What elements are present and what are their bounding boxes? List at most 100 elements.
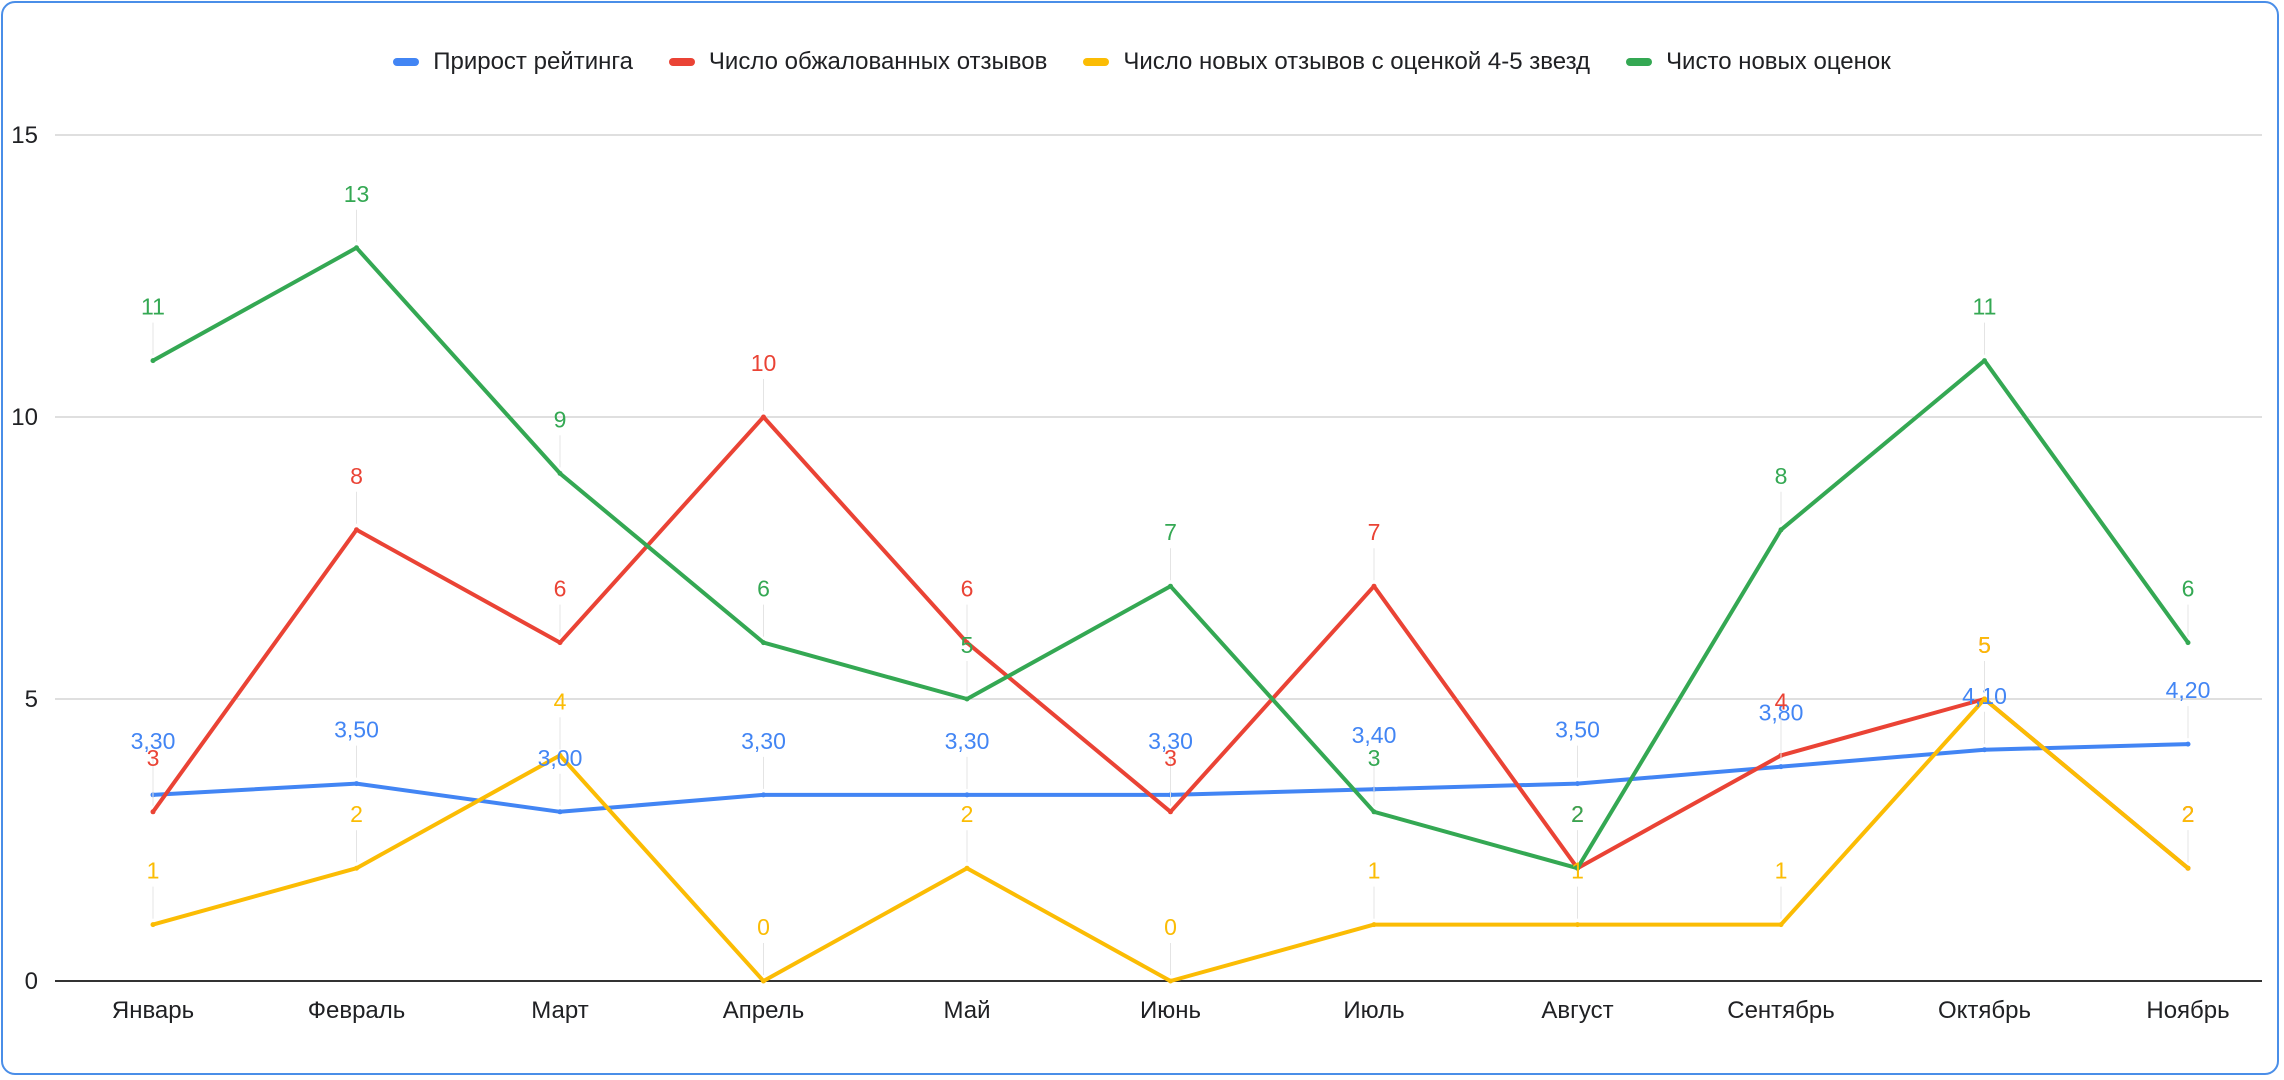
data-point [150, 809, 156, 815]
data-point [557, 809, 563, 815]
legend-label: Число новых отзывов с оценкой 4-5 звезд [1123, 48, 1591, 75]
chart-legend: Прирост рейтинга Число обжалованных отзы… [0, 48, 2284, 76]
data-point [964, 640, 970, 646]
data-point [1371, 583, 1377, 589]
data-label: 2 [961, 801, 974, 827]
data-point [150, 922, 156, 928]
data-label: 4 [554, 688, 567, 714]
data-label: 0 [1164, 914, 1177, 940]
x-tick-label: Март [531, 997, 588, 1024]
data-point [1575, 922, 1580, 928]
data-label: 8 [350, 463, 363, 489]
data-label: 2 [1571, 801, 1584, 827]
legend-item-appealed-reviews[interactable]: Число обжалованных отзывов [668, 48, 1048, 76]
data-point [354, 527, 359, 533]
data-point [761, 414, 766, 420]
data-label: 1 [1571, 858, 1584, 884]
data-label: 4,20 [2166, 677, 2211, 703]
y-axis: 0 5 10 15 [11, 122, 38, 995]
data-point [2185, 865, 2191, 871]
legend-item-rating-growth[interactable]: Прирост рейтинга [393, 48, 633, 76]
data-labels: 3,30 3,503,003,30 3,30 3,30 3,40 3,503,804,10… [131, 181, 2211, 975]
data-label: 1 [1775, 858, 1788, 884]
data-point [1168, 978, 1173, 984]
data-point [150, 358, 156, 364]
data-point [557, 752, 563, 758]
data-point [964, 792, 970, 798]
data-point [2185, 640, 2191, 646]
legend-label: Прирост рейтинга [433, 48, 633, 75]
data-label: 3,40 [1352, 722, 1397, 748]
data-label: 6 [554, 576, 567, 602]
data-point [1778, 922, 1784, 928]
data-label: 0 [757, 914, 770, 940]
data-point [1168, 809, 1173, 815]
x-tick-label: Февраль [308, 997, 406, 1024]
data-label: 1 [147, 858, 160, 884]
data-label: 5 [961, 632, 974, 658]
legend-item-new-ratings[interactable]: Чисто новых оценок [1626, 48, 1891, 76]
data-point [761, 640, 766, 646]
data-point [354, 245, 359, 251]
data-label: 6 [961, 576, 974, 602]
data-point [1982, 358, 1987, 364]
data-point [964, 696, 970, 702]
data-label: 9 [554, 406, 567, 432]
legend-item-new-4-5-star-reviews[interactable]: Число новых отзывов с оценкой 4-5 звезд [1083, 48, 1590, 76]
x-tick-label: Июль [1343, 997, 1404, 1024]
y-tick-label: 15 [11, 122, 38, 149]
data-label: 3 [1368, 745, 1381, 771]
x-tick-label: Октябрь [1938, 997, 2031, 1024]
data-point [1982, 747, 1987, 753]
data-label: 4 [1775, 688, 1788, 714]
data-label: 8 [1775, 463, 1788, 489]
y-tick-label: 10 [11, 404, 38, 431]
data-point [1168, 583, 1173, 589]
data-label: 7 [1368, 519, 1381, 545]
data-label: 3,30 [945, 728, 990, 754]
data-point [1982, 696, 1987, 702]
legend-label: Число обжалованных отзывов [708, 48, 1048, 75]
x-axis: Январь Февраль Март Апрель Май Июнь Июль Август… [112, 997, 2230, 1024]
data-label: 11 [1973, 294, 1997, 320]
x-tick-label: Май [943, 997, 990, 1024]
data-point [1778, 527, 1784, 533]
data-point [354, 781, 359, 787]
data-label: 11 [141, 294, 165, 320]
data-point [964, 865, 970, 871]
data-label: 3,50 [334, 717, 379, 743]
legend-swatch [393, 58, 420, 66]
data-label: 10 [751, 350, 777, 376]
x-tick-label: Январь [112, 997, 194, 1024]
data-point [1371, 809, 1377, 815]
data-label: 2 [2182, 801, 2195, 827]
data-label: 6 [2182, 576, 2195, 602]
x-tick-label: Август [1541, 997, 1613, 1024]
data-point [557, 470, 563, 476]
data-label: 13 [344, 181, 370, 207]
data-point [1575, 781, 1580, 787]
data-point [557, 640, 563, 646]
data-label: 3,30 [131, 728, 176, 754]
data-point [354, 865, 359, 871]
gridlines [55, 134, 2262, 982]
data-label: 3,30 [741, 728, 786, 754]
data-point [761, 792, 766, 798]
data-point [2185, 741, 2191, 747]
series-lines [150, 245, 2191, 984]
data-label: 2 [1571, 801, 1584, 827]
data-label: 1 [1368, 858, 1381, 884]
data-point [1778, 764, 1784, 770]
y-tick-label: 5 [25, 686, 38, 713]
legend-swatch [668, 58, 695, 66]
data-point [1371, 922, 1377, 928]
legend-label: Чисто новых оценок [1666, 48, 1891, 75]
data-label: 3,50 [1555, 717, 1600, 743]
x-tick-label: Сентябрь [1727, 997, 1835, 1024]
legend-swatch [1626, 58, 1653, 66]
data-label: 5 [1978, 632, 1991, 658]
x-tick-label: Июнь [1140, 997, 1201, 1024]
data-label: 7 [1164, 519, 1177, 545]
